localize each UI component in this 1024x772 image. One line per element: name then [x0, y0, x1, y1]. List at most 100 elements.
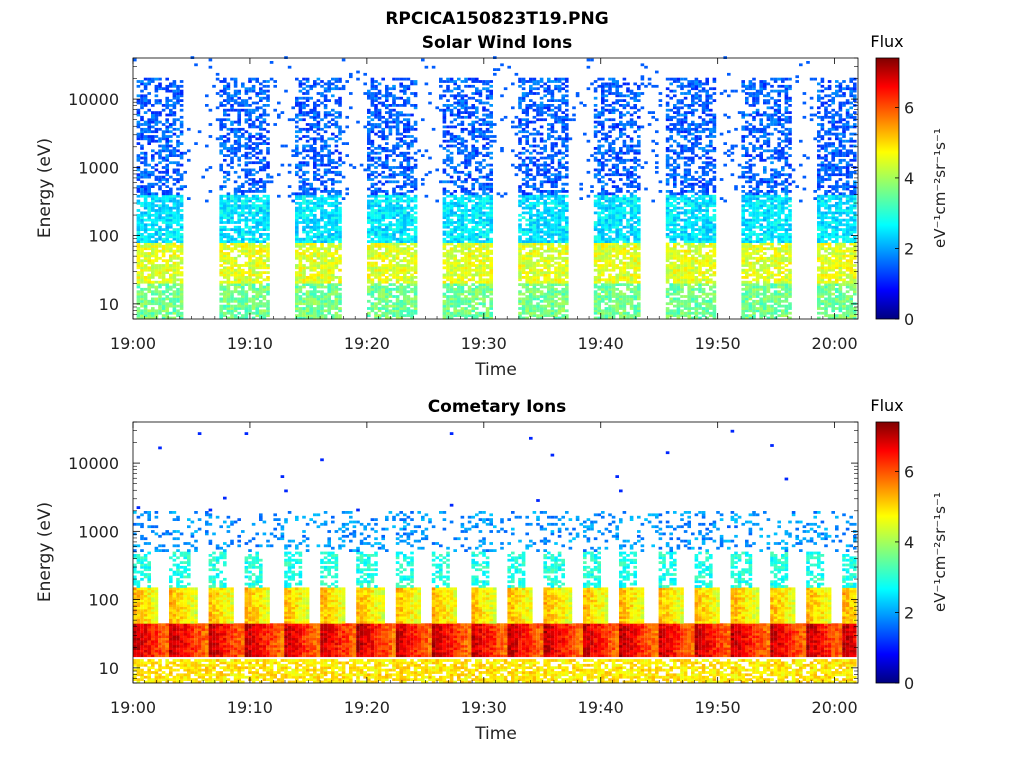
heatmap-cell [478, 163, 483, 167]
heatmap-cell [374, 115, 378, 119]
heatmap-cell [406, 299, 411, 303]
heatmap-cell [485, 230, 490, 234]
heatmap-cell [489, 199, 493, 203]
heatmap-cell [413, 206, 418, 210]
heatmap-cell [460, 240, 465, 243]
heatmap-cell [327, 261, 331, 265]
heatmap-cell [399, 84, 403, 88]
heatmap-cell [475, 242, 479, 246]
heatmap-cell [403, 268, 407, 272]
heatmap-cell [259, 151, 263, 155]
heatmap-cell [172, 211, 177, 215]
heatmap-cell [471, 295, 475, 298]
heatmap-cell [453, 304, 457, 308]
heatmap-cell [309, 237, 313, 241]
heatmap-cell [165, 149, 169, 153]
heatmap-cell [367, 94, 371, 98]
heatmap-cell [320, 101, 324, 105]
heatmap-cell [367, 175, 371, 179]
heatmap-cell [255, 101, 259, 105]
heatmap-cell [172, 268, 177, 272]
heatmap-cell [241, 135, 245, 138]
heatmap-cell [154, 178, 159, 181]
heatmap-cell [309, 147, 313, 150]
heatmap-cell [374, 166, 378, 169]
heatmap-cell [532, 307, 537, 310]
heatmap-cell [529, 292, 533, 296]
heatmap-cell [237, 273, 241, 277]
heatmap-cell [154, 314, 159, 317]
heatmap-cell [323, 259, 328, 263]
heatmap-cell [266, 249, 270, 253]
heatmap-cell [403, 87, 407, 91]
heatmap-cell [471, 237, 475, 241]
heatmap-cell [331, 209, 335, 212]
heatmap-cell [140, 235, 144, 239]
heatmap-cell [367, 142, 371, 145]
heatmap-cell [251, 264, 256, 267]
heatmap-cell [172, 299, 177, 303]
heatmap-cell [161, 278, 166, 282]
heatmap-cell [305, 221, 310, 224]
heatmap-cell [485, 237, 490, 241]
heatmap-cell [370, 256, 375, 260]
heatmap-cell [143, 192, 148, 196]
heatmap-cell [457, 92, 461, 95]
heatmap-cell [399, 278, 403, 282]
heatmap-cell [259, 290, 263, 294]
heatmap-cell [460, 221, 465, 224]
heatmap-cell [493, 139, 497, 143]
heatmap-cell [230, 221, 234, 224]
heatmap-cell [467, 209, 472, 212]
heatmap-cell [374, 256, 378, 260]
heatmap-cell [482, 244, 486, 248]
heatmap-cell [475, 139, 479, 143]
heatmap-cell [176, 161, 180, 165]
heatmap-cell [262, 158, 267, 162]
heatmap-cell [305, 225, 310, 229]
heatmap-cell [525, 194, 529, 198]
heatmap-cell [302, 297, 306, 301]
heatmap-cell [449, 192, 454, 196]
heatmap-cell [399, 242, 403, 246]
heatmap-cell [406, 249, 411, 253]
heatmap-cell [464, 264, 468, 267]
heatmap-cell [251, 311, 256, 315]
heatmap-cell [385, 299, 389, 303]
heatmap-cell [392, 96, 396, 100]
heatmap-cell [471, 209, 475, 212]
heatmap-cell [179, 247, 184, 251]
heatmap-cell [136, 271, 141, 274]
heatmap-cell [241, 235, 245, 239]
heatmap-cell [345, 192, 349, 196]
heatmap-cell [136, 190, 141, 193]
heatmap-cell [399, 96, 403, 100]
heatmap-cell [233, 316, 238, 320]
heatmap-cell [464, 156, 468, 160]
heatmap-cell [298, 244, 303, 248]
heatmap-cell [403, 127, 407, 131]
heatmap-cell [248, 213, 252, 217]
heatmap-cell [370, 113, 375, 117]
heatmap-cell [374, 211, 378, 215]
heatmap-cell [158, 225, 162, 229]
heatmap-cell [467, 132, 472, 136]
heatmap-cell [143, 94, 148, 98]
heatmap-cell [223, 118, 227, 122]
heatmap-cell [140, 240, 144, 243]
heatmap-cell [392, 125, 396, 129]
heatmap-cell [255, 223, 259, 227]
heatmap-cell [255, 230, 259, 234]
heatmap-cell [313, 201, 317, 205]
heatmap-cell [403, 295, 407, 298]
heatmap-cell [237, 89, 241, 93]
heatmap-cell [521, 94, 526, 98]
heatmap-cell [136, 240, 141, 243]
heatmap-cell [158, 127, 162, 131]
heatmap-cell [223, 108, 227, 112]
heatmap-cell [237, 149, 241, 153]
heatmap-cell [446, 285, 450, 289]
heatmap-cell [478, 297, 483, 301]
heatmap-cell [518, 261, 522, 265]
heatmap-cell [374, 192, 378, 196]
